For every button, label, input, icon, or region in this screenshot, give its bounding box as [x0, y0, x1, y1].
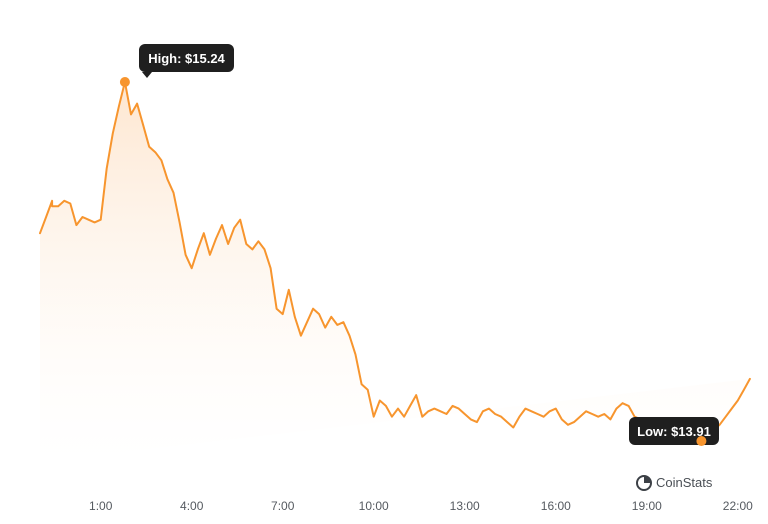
price-line: [39, 81, 751, 442]
x-tick-label: 16:00: [541, 499, 571, 513]
x-axis-ticks: 1:00 4:00 7:00 10:00 13:00 16:00 19:00 22:00: [89, 499, 753, 513]
x-tick-label: 22:00: [723, 499, 753, 513]
high-callout-label: High: $15.24: [148, 51, 225, 66]
coinstats-branding: CoinStats: [636, 475, 713, 491]
coinstats-logo-icon: [636, 475, 652, 491]
high-callout-pointer: [142, 72, 152, 78]
low-callout-box: [629, 417, 719, 445]
x-tick-label: 10:00: [359, 499, 389, 513]
high-callout: High: $15.24: [139, 44, 234, 78]
low-callout-label: Low: $13.91: [637, 424, 711, 439]
x-tick-label: 19:00: [632, 499, 662, 513]
x-tick-label: 13:00: [450, 499, 480, 513]
high-callout-box: [139, 44, 234, 72]
x-tick-label: 4:00: [180, 499, 204, 513]
low-point-marker: [696, 436, 707, 446]
low-callout: Low: $13.91: [629, 417, 719, 445]
brand-name: CoinStats: [656, 475, 713, 490]
x-tick-label: 1:00: [89, 499, 113, 513]
high-point-marker: [119, 77, 130, 87]
price-area-fill: [40, 82, 750, 462]
x-tick-label: 7:00: [271, 499, 295, 513]
